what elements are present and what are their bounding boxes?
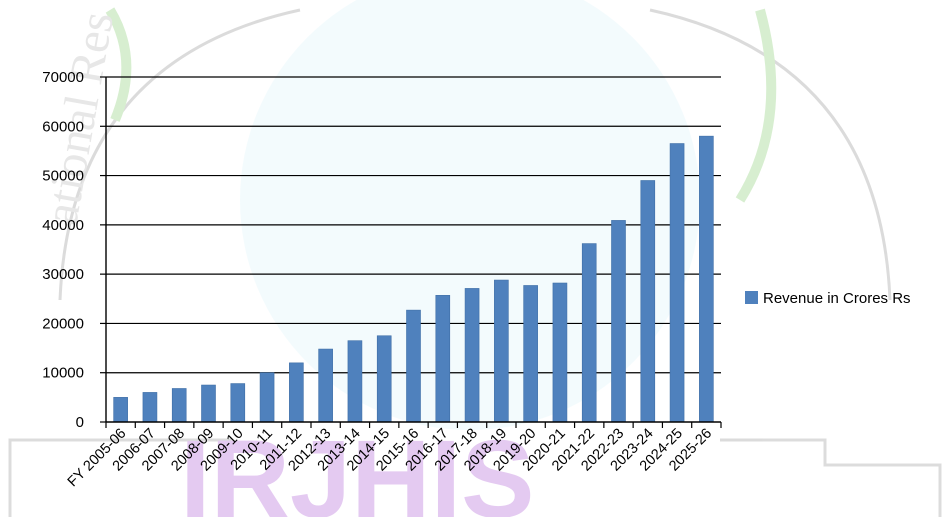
bar [669, 143, 685, 423]
y-tick-label: 30000 [42, 266, 84, 283]
bar [113, 397, 128, 423]
y-tick-label: 50000 [42, 168, 84, 185]
bar [611, 220, 626, 423]
bar [581, 243, 597, 423]
x-tick-labels: FY 2005-062006-072007-082008-092009-1020… [65, 422, 722, 490]
bar [230, 383, 246, 423]
bar [259, 372, 275, 423]
bar [318, 348, 333, 423]
bar [376, 335, 392, 423]
y-tick-label: 40000 [42, 217, 84, 234]
legend-label: Revenue in Crores Rs [763, 290, 911, 307]
bar [464, 288, 480, 423]
y-tick-label: 70000 [42, 69, 84, 86]
svg-text:IRJHIS: IRJHIS [180, 418, 535, 517]
bar [347, 340, 363, 423]
bar [640, 180, 656, 423]
bar [142, 392, 158, 423]
bar [406, 309, 421, 423]
y-tick-label: 60000 [42, 118, 84, 135]
legend: Revenue in Crores Rs [745, 290, 911, 307]
y-tick-labels: 0 10000 20000 30000 40000 50000 60000 70000 [42, 69, 106, 431]
bar [523, 285, 538, 423]
bar [171, 388, 187, 423]
bar [201, 384, 216, 423]
y-tick-label: 10000 [42, 365, 84, 382]
bar [552, 282, 568, 423]
legend-swatch [745, 291, 758, 304]
y-tick-label: 0 [76, 414, 84, 431]
bars [113, 135, 714, 423]
bar [435, 295, 451, 423]
bar [699, 135, 714, 423]
bar [289, 362, 304, 423]
bar [494, 279, 509, 423]
y-tick-label: 20000 [42, 315, 84, 332]
axes [105, 77, 721, 423]
